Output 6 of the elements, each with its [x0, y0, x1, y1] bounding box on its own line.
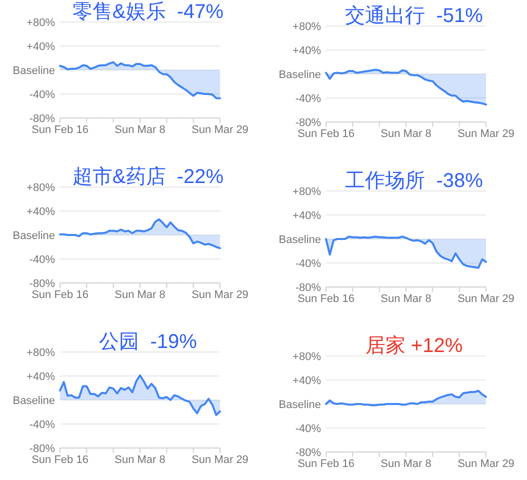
title: 超市&药店 -22%	[72, 166, 224, 188]
title: 工作场所 -38%	[345, 170, 483, 192]
title: 公园 -19%	[99, 331, 197, 353]
title: 居家 +12%	[365, 335, 463, 357]
title: 交通出行 -51%	[345, 5, 483, 27]
title: 零售&娱乐 -47%	[72, 1, 224, 23]
